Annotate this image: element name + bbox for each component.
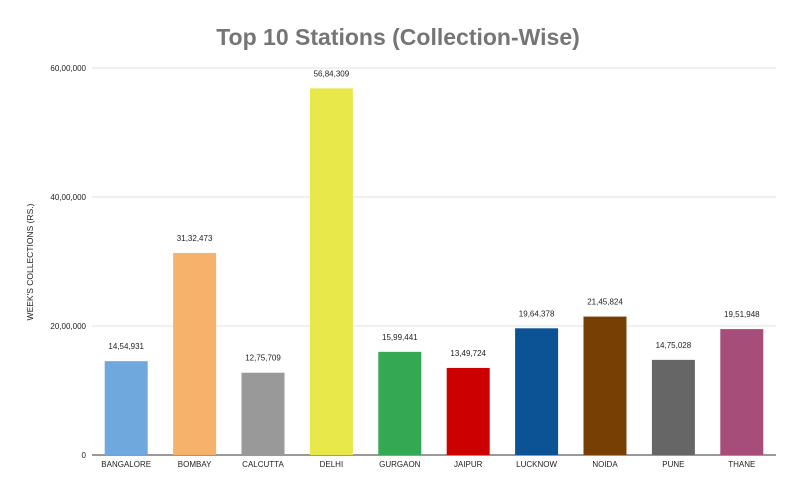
bar-gurgaon bbox=[378, 351, 422, 455]
bar-thane bbox=[720, 329, 764, 455]
x-tick-label: BOMBAY bbox=[178, 460, 212, 469]
bar-pune bbox=[651, 359, 695, 455]
data-label: 19,51,948 bbox=[724, 310, 760, 319]
data-label: 31,32,473 bbox=[177, 234, 213, 243]
y-tick-label: 20,00,000 bbox=[50, 322, 86, 331]
bar-bangalore bbox=[104, 361, 148, 455]
data-label: 19,64,378 bbox=[519, 309, 555, 318]
x-tick-label: JAIPUR bbox=[454, 460, 483, 469]
bar-lucknow bbox=[515, 328, 559, 455]
y-tick-label: 60,00,000 bbox=[50, 64, 86, 73]
y-tick-label: 40,00,000 bbox=[50, 193, 86, 202]
x-tick-label: THANE bbox=[728, 460, 755, 469]
bar-bombay bbox=[173, 252, 217, 455]
data-label: 21,45,824 bbox=[587, 298, 623, 307]
chart-title: Top 10 Stations (Collection-Wise) bbox=[216, 24, 580, 50]
x-tick-label: LUCKNOW bbox=[516, 460, 557, 469]
y-tick-labels: 0 20,00,000 40,00,000 60,00,000 bbox=[50, 64, 86, 460]
x-tick-labels: BANGALORE BOMBAY CALCUTTA DELHI GURGAON JAIPU… bbox=[101, 460, 755, 469]
bar-calcutta bbox=[241, 372, 285, 455]
data-label: 12,75,709 bbox=[245, 354, 281, 363]
x-tick-label: GURGAON bbox=[379, 460, 421, 469]
x-tick-label: NOIDA bbox=[592, 460, 618, 469]
x-tick-label: CALCUTTA bbox=[242, 460, 284, 469]
data-label: 14,54,931 bbox=[108, 342, 144, 351]
x-tick-label: DELHI bbox=[320, 460, 344, 469]
data-labels: 14,54,931 31,32,473 12,75,709 56,84,309 15,9… bbox=[108, 69, 760, 362]
data-label: 14,75,028 bbox=[656, 341, 692, 350]
data-label: 15,99,441 bbox=[382, 333, 418, 342]
bar-noida bbox=[583, 316, 627, 455]
data-label: 13,49,724 bbox=[450, 349, 486, 358]
bars bbox=[104, 88, 764, 456]
bar-delhi bbox=[309, 88, 353, 456]
x-tick-label: PUNE bbox=[662, 460, 684, 469]
y-tick-label: 0 bbox=[82, 451, 87, 460]
y-axis-label: WEEK'S COLLECTIONS (RS.) bbox=[25, 203, 35, 320]
data-label: 56,84,309 bbox=[314, 69, 350, 78]
x-tick-label: BANGALORE bbox=[101, 460, 151, 469]
bar-jaipur bbox=[446, 367, 490, 455]
